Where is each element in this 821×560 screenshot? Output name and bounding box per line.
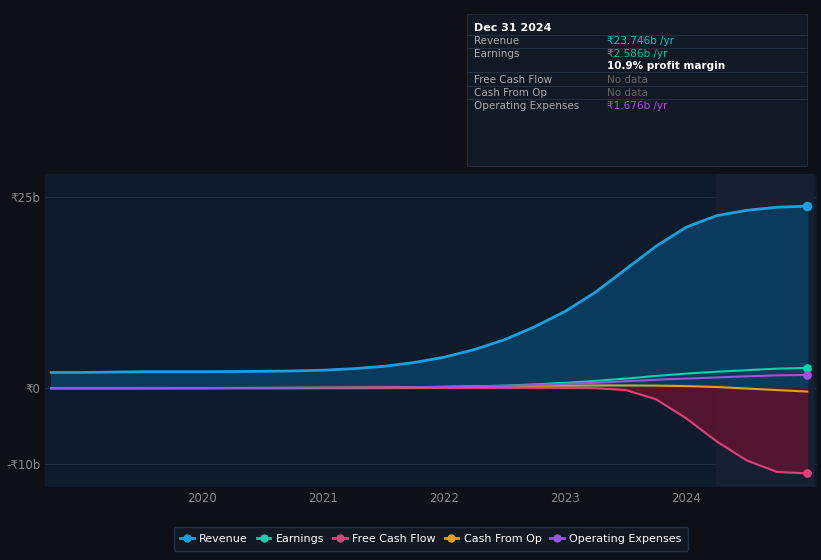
- Point: [800, 202, 814, 211]
- Text: ₹23.746b /yr: ₹23.746b /yr: [607, 36, 673, 46]
- Text: 10.9% profit margin: 10.9% profit margin: [607, 61, 725, 71]
- Text: Free Cash Flow: Free Cash Flow: [474, 74, 552, 85]
- Point: [800, 469, 814, 478]
- Point: [800, 371, 814, 380]
- Bar: [717, 174, 814, 487]
- Text: ₹2.586b /yr: ₹2.586b /yr: [607, 49, 667, 59]
- Point: [800, 363, 814, 372]
- Legend: Revenue, Earnings, Free Cash Flow, Cash From Op, Operating Expenses: Revenue, Earnings, Free Cash Flow, Cash …: [174, 527, 688, 550]
- Text: ₹1.676b /yr: ₹1.676b /yr: [607, 101, 667, 111]
- Text: Revenue: Revenue: [474, 36, 519, 46]
- Text: Operating Expenses: Operating Expenses: [474, 101, 579, 111]
- Text: Earnings: Earnings: [474, 49, 519, 59]
- Text: Cash From Op: Cash From Op: [474, 88, 547, 98]
- Text: No data: No data: [607, 88, 648, 98]
- Text: No data: No data: [607, 74, 648, 85]
- Text: Dec 31 2024: Dec 31 2024: [474, 23, 551, 33]
